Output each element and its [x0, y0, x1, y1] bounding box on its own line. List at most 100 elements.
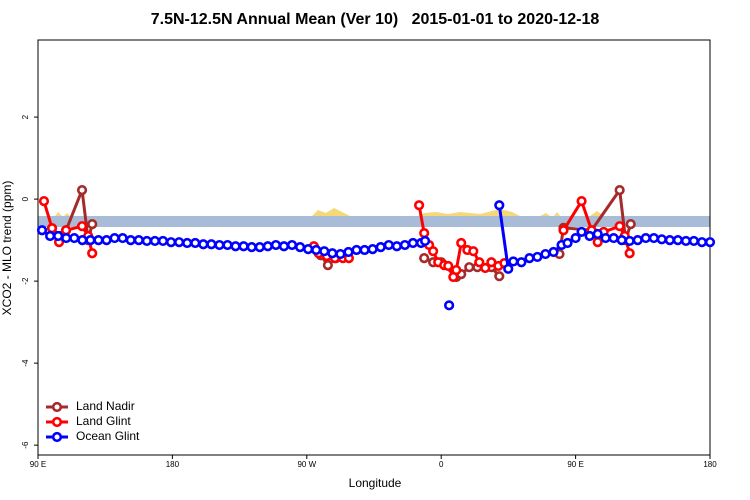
- point: [46, 223, 58, 234]
- point: [592, 228, 603, 240]
- point: [562, 237, 573, 249]
- point: [87, 219, 98, 230]
- point: [656, 234, 667, 245]
- point: [419, 235, 431, 247]
- point: [558, 225, 569, 236]
- point: [600, 232, 611, 244]
- y-tick-label: 0: [21, 196, 30, 201]
- point: [570, 232, 581, 244]
- point: [238, 241, 249, 252]
- point: [76, 184, 88, 196]
- point: [246, 241, 257, 253]
- point: [548, 246, 559, 258]
- point: [44, 230, 56, 242]
- point: [270, 239, 281, 251]
- x-tick-label: 90 E: [567, 460, 583, 469]
- point: [576, 196, 587, 207]
- point: [468, 246, 479, 257]
- point: [117, 232, 128, 244]
- point: [351, 244, 362, 256]
- point: [456, 237, 467, 249]
- point: [133, 235, 144, 246]
- point: [444, 300, 455, 311]
- point: [614, 184, 625, 196]
- point: [69, 232, 80, 244]
- x-tick-label: 0: [439, 460, 444, 469]
- point: [222, 239, 233, 251]
- point: [322, 260, 333, 271]
- land-fill: [55, 208, 604, 216]
- band: [38, 216, 710, 227]
- point: [278, 241, 290, 252]
- point: [327, 248, 338, 259]
- point: [407, 237, 419, 249]
- point: [294, 241, 306, 253]
- point: [38, 196, 50, 207]
- point: [508, 256, 519, 267]
- legend-marker: [51, 416, 63, 428]
- point: [149, 235, 161, 247]
- point: [624, 235, 635, 247]
- point: [680, 235, 692, 247]
- point: [311, 244, 322, 256]
- x-tick-label: 180: [166, 460, 180, 469]
- chart-title: 7.5N-12.5N Annual Mean (Ver 10) 2015-01-…: [151, 11, 600, 28]
- point: [494, 271, 505, 282]
- land-band: [38, 208, 710, 227]
- point: [182, 237, 193, 249]
- point: [319, 246, 330, 257]
- point: [524, 253, 535, 264]
- point: [157, 235, 169, 247]
- point: [367, 244, 378, 255]
- point: [704, 237, 716, 248]
- point: [413, 200, 425, 211]
- point: [206, 239, 217, 250]
- legend-marker: [51, 431, 63, 443]
- x-tick-label: 90 W: [297, 460, 316, 469]
- point: [648, 232, 659, 244]
- point: [190, 237, 201, 249]
- y-axis-label: XCO2 - MLO trend (ppm): [0, 181, 14, 316]
- point: [688, 235, 699, 247]
- y-tick-label: 2: [21, 114, 30, 119]
- point: [53, 230, 64, 242]
- point: [428, 246, 439, 257]
- point: [419, 228, 430, 239]
- point: [632, 235, 643, 246]
- point: [664, 235, 675, 246]
- point: [230, 241, 241, 252]
- point: [608, 232, 619, 244]
- point: [624, 248, 635, 259]
- point: [419, 253, 430, 264]
- point: [359, 244, 370, 256]
- point: [36, 225, 48, 236]
- point: [165, 237, 177, 248]
- point: [399, 239, 411, 251]
- point: [625, 219, 636, 230]
- x-axis-label: Longitude: [349, 476, 402, 490]
- point: [640, 232, 651, 244]
- x-tick-label: 180: [703, 460, 717, 469]
- legend-marker: [51, 401, 63, 413]
- point: [474, 257, 485, 268]
- y-tick-label: -4: [21, 359, 30, 367]
- point: [375, 241, 386, 253]
- point: [76, 221, 88, 232]
- plot-frame: [37, 39, 711, 456]
- point: [93, 235, 104, 246]
- point: [464, 262, 475, 273]
- point: [451, 264, 462, 276]
- y-tick-label: -2: [21, 277, 30, 285]
- point: [214, 239, 225, 251]
- point: [262, 241, 273, 252]
- point: [480, 262, 491, 274]
- point: [61, 232, 72, 244]
- point: [174, 237, 185, 248]
- point: [125, 235, 136, 246]
- point: [335, 248, 346, 260]
- point: [101, 235, 112, 246]
- point: [85, 235, 96, 246]
- point: [616, 235, 627, 246]
- x-tick-label: 90 E: [30, 460, 46, 469]
